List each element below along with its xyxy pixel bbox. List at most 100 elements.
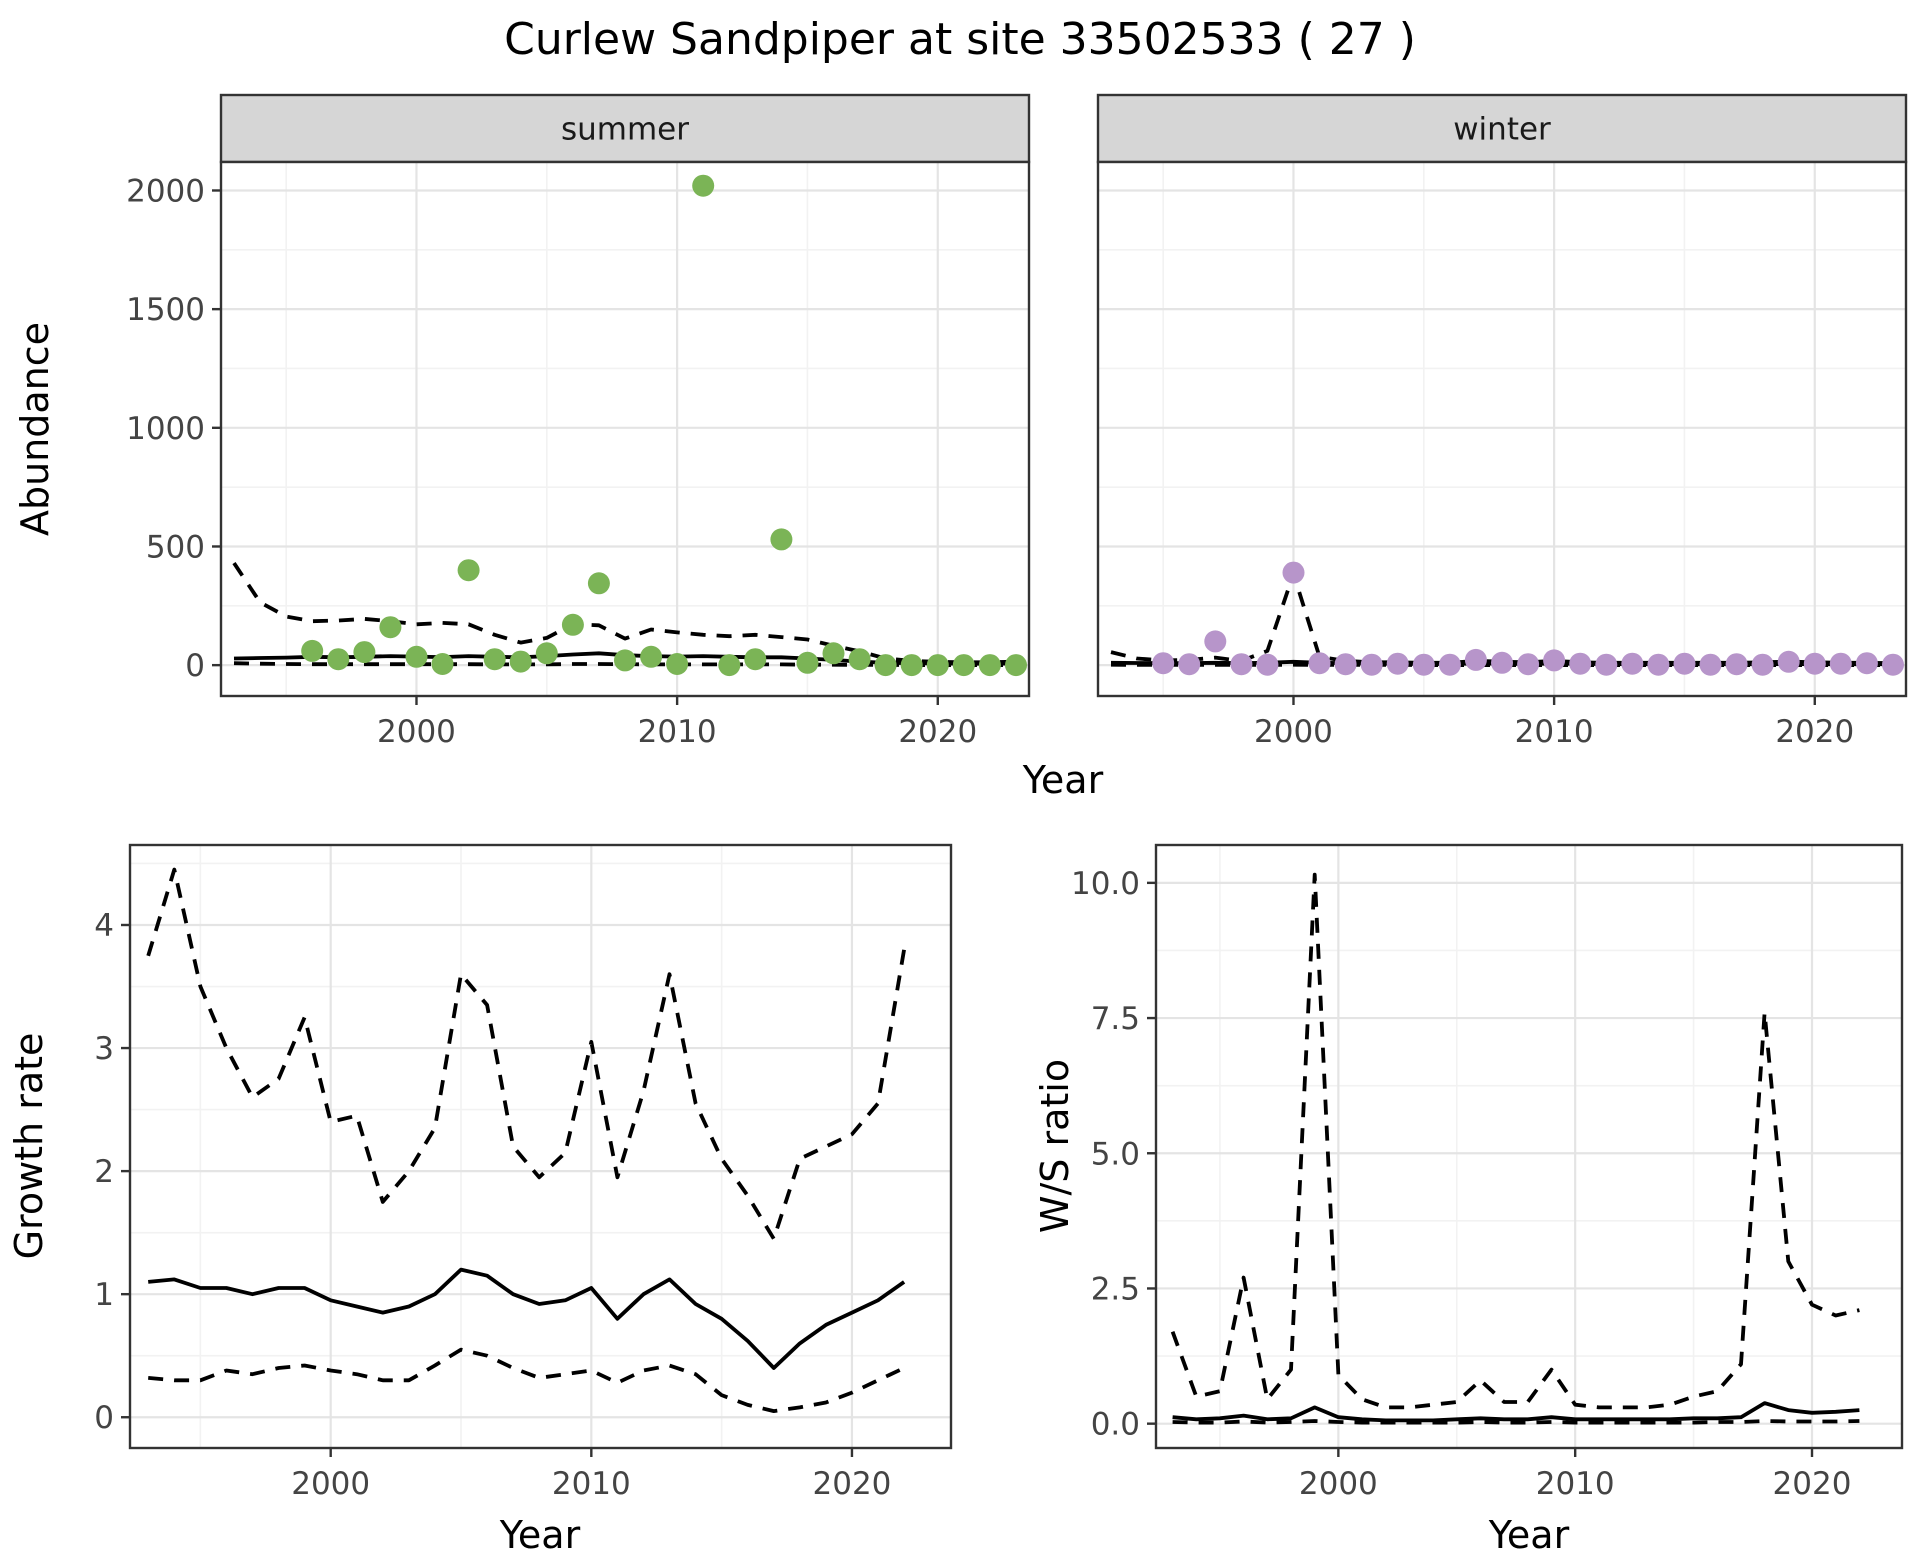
abundance-summer-y-tick-label: 0 <box>185 648 205 684</box>
abundance-summer-observation-point <box>405 645 428 668</box>
ws-ratio-y-tick-label: 0.0 <box>1091 1407 1140 1443</box>
growth-rate-median-line <box>148 1267 906 1370</box>
abundance-winter-observation-point <box>1438 653 1461 676</box>
abundance-winter-observation-point <box>1412 653 1435 676</box>
abundance-winter-x-tick-label: 2020 <box>1775 714 1854 750</box>
abundance-winter-observation-point <box>1491 651 1513 674</box>
abundance-winter-observation-point <box>1647 653 1670 676</box>
abundance-summer-observation-point <box>640 645 663 668</box>
growth-rate-y-tick-label: 4 <box>94 908 114 944</box>
abundance-winter-observation-point <box>1595 653 1618 676</box>
abundance-summer-observation-point <box>535 642 558 665</box>
ws-ratio-y-axis-title: W/S ratio <box>1033 1059 1077 1233</box>
abundance-summer-observation-point <box>926 654 949 677</box>
abundance-summer-observation-point <box>1005 654 1027 677</box>
abundance-summer-observation-point <box>483 648 506 671</box>
abundance-summer-observation-point <box>561 613 584 636</box>
facet-strip-background <box>1096 93 1908 164</box>
abundance-winter-observation-point <box>1464 648 1487 671</box>
abundance-winter-panel-background <box>1098 162 1906 696</box>
abundance-winter-observation-point <box>1777 650 1800 673</box>
growth-rate-x-tick-label: 2010 <box>552 1466 631 1502</box>
ws-ratio-x-tick-label: 2010 <box>1536 1466 1615 1502</box>
abundance-winter-observation-point <box>1803 652 1826 675</box>
abundance-summer-panel: 2000 2010 2020 0 500 1000 1500 2000 <box>126 160 1031 750</box>
abundance-y-axis-title: Abundance <box>13 322 57 536</box>
abundance-winter-panel: 2000 2010 2020 <box>1096 160 1908 750</box>
abundance-winter-observation-point <box>1673 652 1696 675</box>
abundance-summer-x-tick-label: 2010 <box>638 714 717 750</box>
ws-ratio-lower-line <box>1172 1419 1860 1425</box>
abundance-summer-y-tick-label: 1000 <box>126 411 205 447</box>
abundance-summer-observation-point <box>952 654 975 677</box>
abundance-summer-upper-line <box>232 562 1017 665</box>
abundance-summer-observation-point <box>692 174 715 197</box>
growth-rate-x-tick-label: 2020 <box>813 1466 892 1502</box>
abundance-summer-observation-point <box>718 654 741 677</box>
abundance-winter-observation-point <box>1569 652 1592 675</box>
ws-ratio-y-tick-label: 7.5 <box>1091 1001 1140 1037</box>
abundance-winter-observation-point <box>1543 649 1566 672</box>
growth-rate-y-tick-label: 3 <box>94 1031 114 1067</box>
ws-ratio-x-tick-label: 2020 <box>1773 1466 1852 1502</box>
ws-ratio-x-tick-label: 2000 <box>1299 1466 1378 1502</box>
facet-strip-winter: winter <box>1096 93 1908 164</box>
abundance-winter-observation-point <box>1204 630 1227 653</box>
abundance-winter-observation-point <box>1360 653 1383 676</box>
abundance-summer-y-tick-label: 500 <box>146 529 205 565</box>
abundance-summer-observation-point <box>509 650 532 673</box>
abundance-winter-observation-point <box>1855 652 1878 675</box>
abundance-summer-observation-point <box>327 648 350 671</box>
abundance-summer-observation-point <box>457 559 480 582</box>
growth-rate-panel-border <box>128 843 953 1450</box>
abundance-winter-observation-point <box>1334 653 1357 676</box>
abundance-winter-observation-point <box>1751 653 1774 676</box>
abundance-summer-x-tick-label: 2000 <box>377 714 456 750</box>
abundance-summer-observation-point <box>744 648 767 671</box>
abundance-winter-observation-point <box>1282 561 1305 584</box>
abundance-winter-observation-point <box>1621 652 1644 675</box>
abundance-summer-observation-point <box>614 649 636 672</box>
ws-ratio-y-tick-label: 5.0 <box>1091 1136 1140 1172</box>
abundance-summer-observation-point <box>770 528 793 551</box>
ws-ratio-y-tick-label: 2.5 <box>1091 1271 1140 1307</box>
chart-title: Curlew Sandpiper at site 33502533 ( 27 ) <box>504 14 1416 65</box>
growth-rate-y-tick-label: 2 <box>94 1154 114 1190</box>
abundance-winter-observation-point <box>1386 652 1409 675</box>
growth-rate-y-tick-label: 0 <box>94 1400 114 1436</box>
growth-rate-panel-background <box>130 845 951 1448</box>
abundance-summer-observation-point <box>978 654 1001 677</box>
growth-rate-upper-line <box>146 867 906 1241</box>
abundance-winter-observation-point <box>1829 652 1852 675</box>
facet-strip-label: summer <box>561 112 689 148</box>
abundance-summer-y-tick-label: 2000 <box>126 173 205 209</box>
abundance-summer-observation-point <box>379 616 402 639</box>
abundance-summer-observation-point <box>874 654 897 677</box>
abundance-summer-observation-point <box>848 648 871 671</box>
abundance-winter-observation-point <box>1517 653 1540 676</box>
ws-ratio-upper-line <box>1170 872 1860 1410</box>
abundance-winter-observation-point <box>1882 653 1904 676</box>
ws-ratio-panel: 2000 2010 2020 0.0 2.5 5.0 7.5 10.0 <box>1071 843 1904 1502</box>
facet-strip-summer: summer <box>219 93 1031 164</box>
abundance-summer-x-tick-label: 2020 <box>898 714 977 750</box>
abundance-summer-observation-point <box>587 572 610 595</box>
abundance-x-axis-title: Year <box>1022 758 1104 802</box>
abundance-winter-observation-point <box>1256 653 1279 676</box>
abundance-summer-observation-point <box>900 654 923 677</box>
growth-rate-y-tick-label: 1 <box>94 1277 114 1313</box>
ws-ratio-x-axis-title: Year <box>1488 1513 1570 1557</box>
ws-ratio-median-line <box>1172 1401 1860 1423</box>
growth-rate-y-axis-title: Growth rate <box>7 1033 51 1260</box>
growth-rate-panel: 2000 2010 2020 0 1 2 3 4 <box>94 843 953 1502</box>
abundance-winter-observation-point <box>1699 653 1722 676</box>
abundance-winter-x-tick-label: 2000 <box>1254 714 1333 750</box>
growth-rate-x-tick-label: 2000 <box>291 1466 370 1502</box>
growth-rate-x-axis-title: Year <box>499 1513 581 1557</box>
abundance-winter-observation-point <box>1152 652 1175 675</box>
abundance-winter-observation-point <box>1308 652 1331 675</box>
abundance-summer-observation-point <box>301 639 324 662</box>
abundance-summer-observation-point <box>353 641 376 664</box>
